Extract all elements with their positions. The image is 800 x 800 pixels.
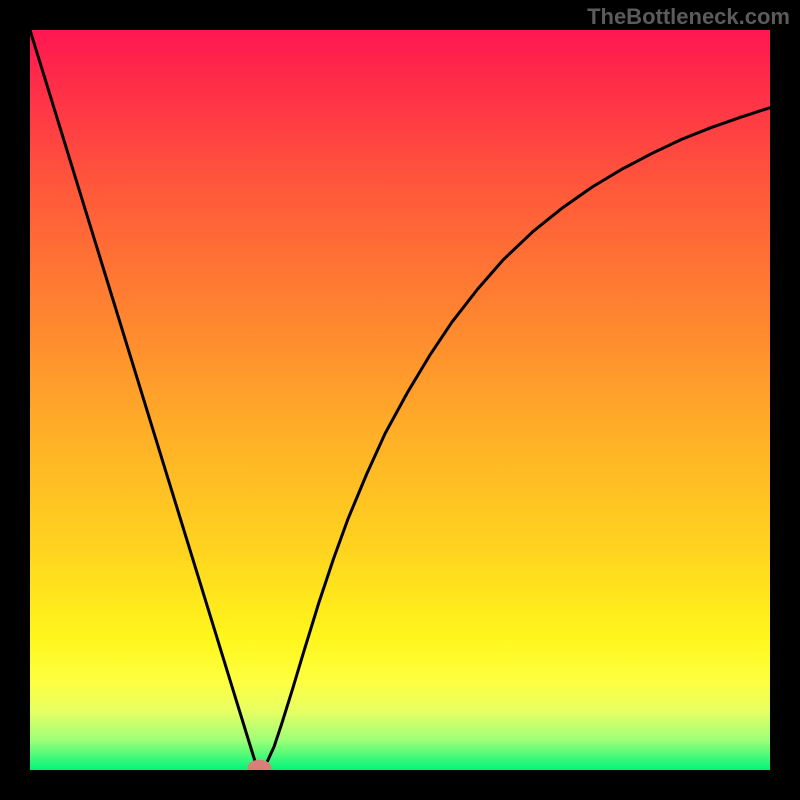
curve-svg xyxy=(30,30,770,770)
plot-area xyxy=(30,30,770,770)
watermark-text: TheBottleneck.com xyxy=(587,4,790,30)
chart-container: TheBottleneck.com xyxy=(0,0,800,800)
bottleneck-curve xyxy=(30,30,770,769)
